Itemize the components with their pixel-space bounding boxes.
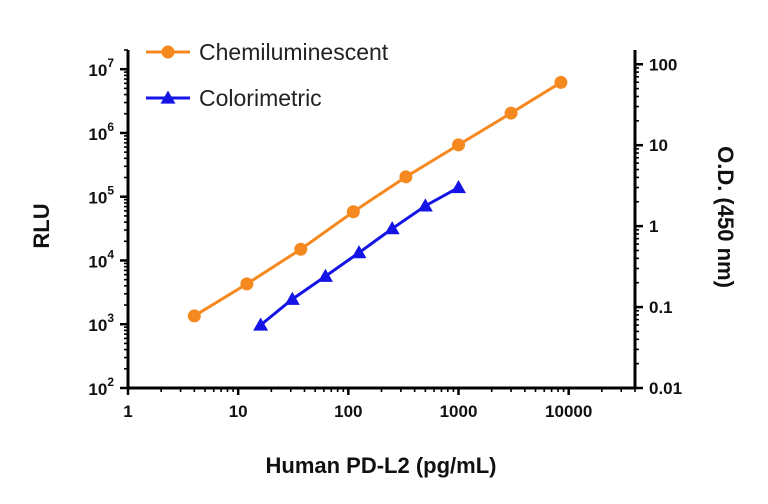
left-tick-label: 103 xyxy=(88,311,114,335)
left-tick-label: 102 xyxy=(88,375,114,399)
chemiluminescent-point xyxy=(187,309,201,323)
chemiluminescent-line xyxy=(193,81,562,318)
right-y-axis-ticks: 0.01 0.1 1 10 100 xyxy=(635,55,682,398)
chemiluminescent-point xyxy=(554,75,568,89)
chemiluminescent-point xyxy=(399,170,413,184)
x-tick-label: 1 xyxy=(123,402,132,421)
colorimetric-point xyxy=(351,245,367,259)
chemiluminescent-point xyxy=(452,138,466,152)
x-axis-ticks: 1 10 100 1000 10000 xyxy=(123,388,636,421)
series-chemiluminescent xyxy=(187,75,568,323)
x-tick-label: 10000 xyxy=(545,402,592,421)
left-tick-label: 106 xyxy=(88,120,114,144)
right-tick-label: 0.1 xyxy=(649,298,673,317)
chemiluminescent-point xyxy=(346,205,360,219)
colorimetric-point xyxy=(384,221,400,235)
colorimetric-point xyxy=(451,180,467,194)
series-layer xyxy=(187,75,568,331)
chemiluminescent-point xyxy=(294,242,308,256)
right-tick-label: 1 xyxy=(649,217,658,236)
colorimetric-point xyxy=(417,198,433,212)
legend-chemiluminescent-label: Chemiluminescent xyxy=(199,39,389,65)
chemiluminescent-point xyxy=(504,106,518,120)
left-tick-label: 104 xyxy=(88,247,114,271)
chemiluminescent-point xyxy=(240,277,254,291)
legend: Chemiluminescent Colorimetric xyxy=(146,39,389,111)
x-tick-label: 1000 xyxy=(440,402,478,421)
legend-colorimetric-marker xyxy=(160,90,176,104)
x-tick-label: 10 xyxy=(229,402,248,421)
colorimetric-point xyxy=(253,317,269,331)
x-axis-title: Human PD-L2 (pg/mL) xyxy=(266,453,497,478)
left-tick-label: 105 xyxy=(88,184,114,208)
legend-colorimetric-label: Colorimetric xyxy=(199,85,322,111)
legend-chemiluminescent-marker xyxy=(161,45,175,59)
right-tick-label: 0.01 xyxy=(649,379,682,398)
colorimetric-point xyxy=(284,291,300,305)
left-y-axis-title: RLU xyxy=(29,203,54,248)
series-colorimetric xyxy=(253,180,467,331)
right-tick-label: 10 xyxy=(649,136,668,155)
colorimetric-point xyxy=(317,268,333,282)
left-y-axis-ticks: 102 103 104 105 106 107 xyxy=(88,49,128,399)
right-y-axis-title: O.D. (450 nm) xyxy=(713,146,738,288)
right-tick-label: 100 xyxy=(649,55,677,74)
x-tick-label: 100 xyxy=(334,402,362,421)
left-tick-label: 107 xyxy=(88,56,114,80)
